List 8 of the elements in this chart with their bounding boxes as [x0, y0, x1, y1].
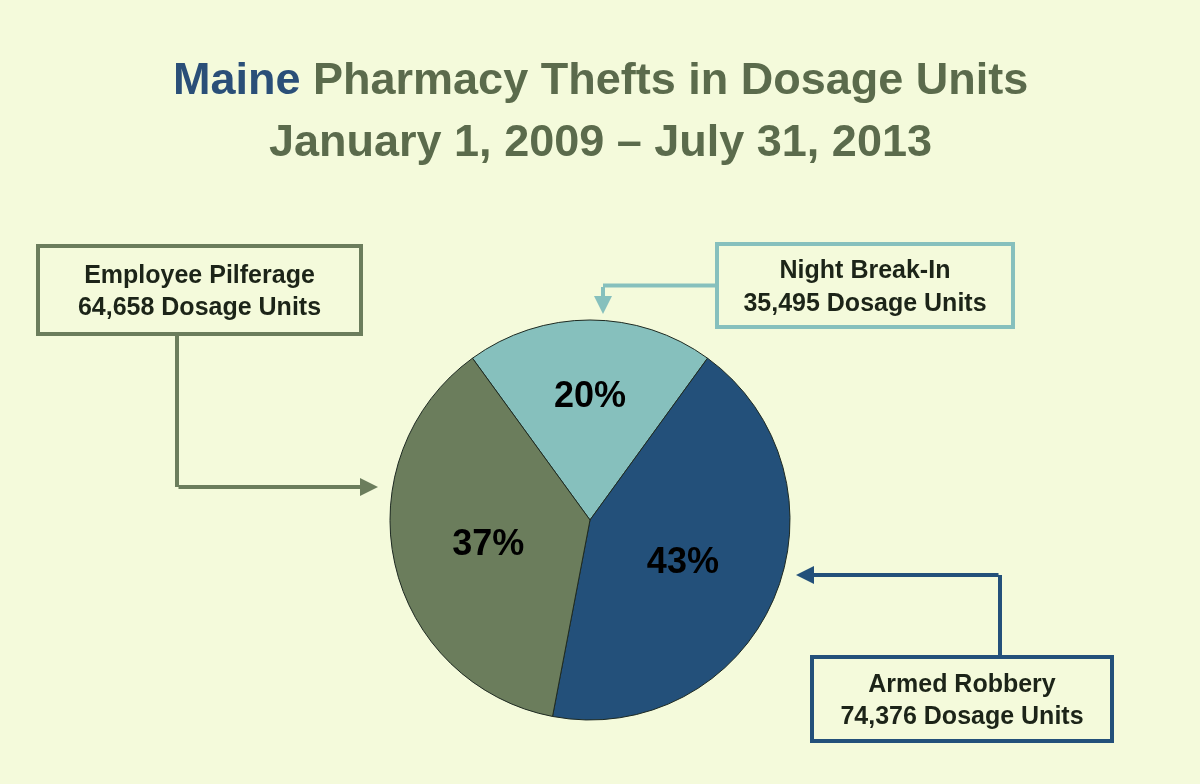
chart-title: Maine Pharmacy Thefts in Dosage Units: [173, 53, 1029, 104]
data-label: 43%: [646, 539, 719, 581]
slice-label: Armed Robbery 74,376 Dosage Units: [840, 668, 1084, 730]
slice-label: Employee Pilferage 64,658 Dosage Units: [77, 259, 322, 321]
data-label: 37%: [452, 522, 525, 564]
chart-subtitle: January 1, 2009 – July 31, 2013: [269, 115, 932, 166]
slice-label: Night Break-In 35,495 Dosage Units: [743, 255, 987, 316]
data-label: 20%: [553, 373, 627, 415]
